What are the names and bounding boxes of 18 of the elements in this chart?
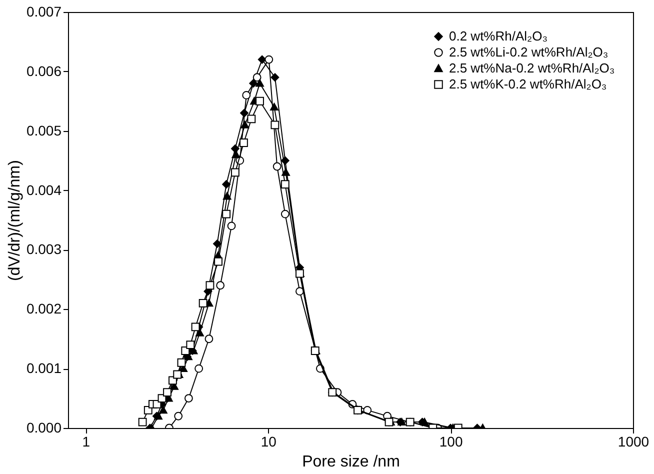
y-axis-title: (dV/dr)/(ml/g/nm) (6, 160, 24, 281)
y-tick-label: 0.005 (26, 122, 62, 138)
y-tick-label: 0.003 (26, 241, 62, 258)
legend-label: 2.5 wt%Li-0.2 wt%Rh/Al₂O₃ (449, 44, 608, 60)
y-tick-label: 0.006 (26, 62, 62, 79)
y-tick-label: 0.004 (26, 182, 62, 198)
legend-label: 0.2 wt%Rh/Al₂O₃ (449, 28, 548, 44)
y-tick-label: 0.000 (26, 420, 62, 436)
x-tick-label: 1 (82, 434, 90, 450)
y-tick-label: 0.007 (26, 4, 62, 20)
y-tick-label: 0.002 (26, 300, 62, 317)
y-tick-label: 0.001 (26, 360, 62, 376)
x-tick-label: 100 (439, 434, 463, 450)
x-tick-label: 10 (260, 434, 277, 450)
legend-label: 2.5 wt%Na-0.2 wt%Rh/Al₂O₃ (449, 60, 615, 76)
legend-label: 2.5 wt%K-0.2 wt%Rh/Al₂O₃ (449, 76, 607, 92)
x-tick-label: 1000 (618, 434, 650, 450)
x-axis-title: Pore size /nm (302, 454, 400, 470)
